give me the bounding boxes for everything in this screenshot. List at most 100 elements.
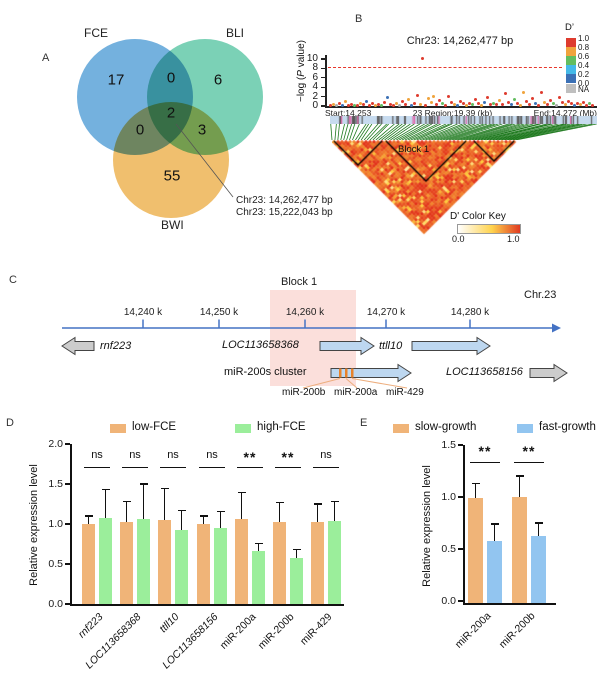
snp-point	[331, 103, 335, 107]
snp-point	[518, 103, 522, 107]
b-y-tick-label: 2	[312, 90, 318, 102]
snp-point	[575, 101, 579, 105]
bar	[512, 496, 527, 603]
dprime-legend-label: 0.6	[578, 52, 590, 61]
snp-point	[536, 103, 540, 107]
error-bar-cap	[254, 542, 263, 544]
b-y-tick-mark	[320, 86, 325, 88]
bar	[273, 522, 286, 604]
significance-line	[514, 462, 544, 464]
dprime-legend-label: 0.8	[578, 43, 590, 52]
snp-point	[470, 103, 474, 107]
snp-point	[479, 103, 483, 107]
snp-point	[563, 103, 567, 107]
legend-label-fast-growth: fast-growth	[539, 421, 596, 433]
snp-point	[488, 103, 492, 107]
snp-point	[385, 96, 389, 100]
top-snp-title: Chr23: 14,262,477 bp	[406, 35, 514, 47]
snp-point	[376, 103, 380, 107]
bar-y-tick-label: 1.5	[48, 478, 63, 490]
snp-point	[358, 101, 362, 105]
locus-tick-14240: 14,240 k	[123, 307, 163, 318]
b-x-axis-captions: Start:14.253 23 Region:19.39 (kb) End:14…	[325, 108, 597, 118]
snp-point	[476, 102, 480, 106]
snp-point	[578, 103, 582, 107]
error-bar-cap	[275, 501, 284, 504]
venn-count-all: 2	[166, 104, 176, 122]
b-y-tick-mark	[320, 96, 325, 98]
significance-line	[199, 467, 225, 469]
legend-swatch-slow-growth	[393, 424, 409, 433]
bar-x-axis-line	[463, 603, 556, 605]
bar	[328, 520, 341, 604]
snp-point	[497, 99, 501, 103]
snp-point	[397, 103, 401, 107]
snp-point	[530, 96, 534, 100]
snp-point	[394, 102, 398, 106]
snp-point	[485, 95, 489, 99]
significance-line	[160, 467, 186, 469]
dprime-legend-block-na	[566, 84, 576, 93]
bar-y-axis-line	[463, 445, 465, 603]
bar	[82, 524, 95, 604]
snp-point	[437, 98, 441, 102]
snp-point	[539, 90, 543, 94]
snp-point	[388, 103, 392, 107]
error-bar-line	[142, 484, 145, 520]
error-bar-line	[87, 516, 90, 524]
significance-threshold-line	[328, 67, 562, 68]
snp-point	[527, 102, 531, 106]
venn-count-bli-bwi: 3	[197, 121, 207, 139]
snp-point	[367, 103, 371, 107]
error-bar-cap	[534, 522, 543, 524]
snp-point	[400, 100, 404, 104]
bar	[311, 522, 324, 604]
snp-point	[418, 102, 422, 106]
bar-y-tick-mark	[458, 444, 463, 446]
bar	[235, 519, 248, 604]
b-y-tick-mark	[320, 105, 325, 107]
ld-heatmap-canvas	[332, 140, 520, 236]
snp-position-bar	[330, 116, 597, 124]
dprime-legend-label: 0.2	[578, 70, 590, 79]
b-y-tick-mark	[320, 77, 325, 79]
snp-fan-lines	[330, 124, 597, 140]
snp-point	[352, 103, 356, 107]
bar	[214, 528, 227, 604]
snp-point	[426, 97, 430, 101]
dprime-legend-label: 0.4	[578, 61, 590, 70]
legend-swatch-low-fce	[110, 424, 126, 433]
legend-label-high-fce: high-FCE	[257, 421, 306, 433]
snp-point	[355, 104, 359, 108]
venn-count-fce-only: 17	[107, 71, 125, 89]
snp-point	[512, 97, 516, 101]
error-bar-line	[163, 488, 166, 520]
venn-set-label-bli: BLI	[226, 26, 245, 40]
locus-tick-14280: 14,280 k	[450, 307, 490, 318]
snp-point	[349, 102, 353, 106]
dprime-legend-title: D’	[565, 22, 574, 33]
d-y-axis-title: Relative expression level	[28, 464, 40, 586]
error-bar-line	[202, 516, 205, 524]
bar-y-tick-mark	[458, 600, 463, 602]
bar	[99, 517, 112, 604]
snp-point	[458, 99, 462, 103]
snp-point	[461, 102, 465, 106]
mirna-label-mir200b: miR-200b	[282, 387, 326, 398]
bar-y-tick-label: 0.0	[441, 595, 456, 607]
error-bar-cap	[237, 492, 246, 494]
error-bar-cap	[122, 500, 131, 503]
bar-y-tick-label: 0.5	[48, 558, 63, 570]
error-bar-cap	[490, 523, 499, 525]
gene-label-loc113658156: LOC113658156	[446, 366, 523, 378]
snp-point	[473, 98, 477, 102]
error-bar-cap	[177, 509, 186, 512]
bar-y-tick-mark	[65, 603, 70, 605]
b-y-axis-line	[325, 55, 327, 106]
snp-point	[572, 103, 576, 107]
dprime-legend-label: 1.0	[578, 34, 590, 43]
venn-count-fce-bwi: 0	[135, 121, 145, 139]
bar-y-tick-mark	[458, 496, 463, 498]
snp-point	[509, 103, 513, 107]
mirna-label-mir429: miR-429	[386, 387, 424, 398]
